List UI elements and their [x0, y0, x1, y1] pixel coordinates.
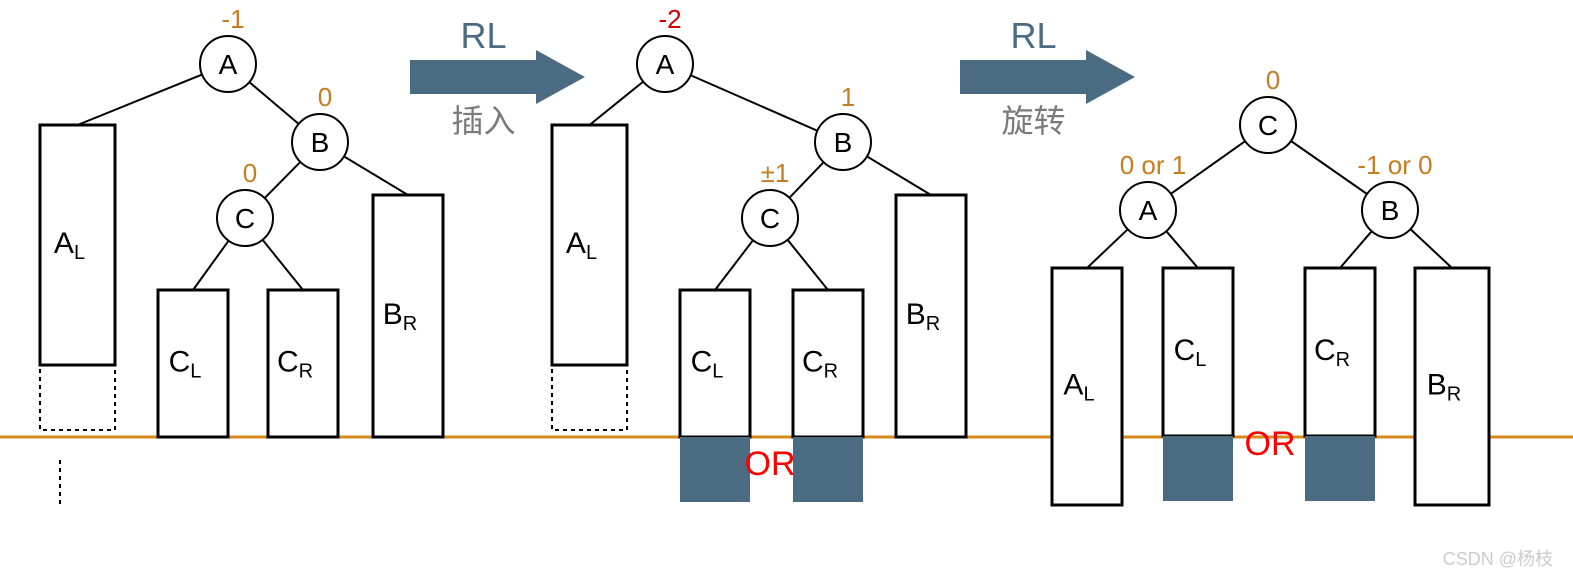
subtree-box: CL: [680, 290, 750, 502]
balance-factor: ±1: [761, 158, 790, 188]
node-label: A: [656, 49, 675, 80]
inserted-block: [793, 437, 863, 502]
subtree-box: BR: [1415, 268, 1489, 505]
balance-factor: 1: [841, 82, 855, 112]
arrow-sublabel: 旋转: [1001, 103, 1065, 139]
node-label: A: [1139, 195, 1158, 226]
subtree-box: CL: [1163, 268, 1233, 501]
node-label: B: [834, 127, 853, 158]
node-label: C: [1258, 110, 1278, 141]
node-label: B: [1381, 195, 1400, 226]
balance-factor: -1 or 0: [1357, 150, 1432, 180]
inserted-block: [1305, 436, 1375, 501]
arrow-sublabel: 插入: [451, 103, 515, 139]
subtree-box: AL: [1052, 268, 1122, 505]
balance-factor: -2: [658, 4, 681, 34]
arrow-label: RL: [1010, 15, 1056, 56]
balance-factor: 0: [1266, 65, 1280, 95]
balance-factor: 0: [318, 82, 332, 112]
node-label: C: [760, 203, 780, 234]
or-label: OR: [1245, 425, 1296, 463]
node-label: C: [235, 203, 255, 234]
subtree-box: BR: [373, 195, 443, 437]
inserted-block: [680, 437, 750, 502]
balance-factor: 0: [243, 158, 257, 188]
subtree-box: CL: [158, 290, 228, 437]
subtree-box: CR: [793, 290, 863, 502]
node-label: A: [219, 49, 238, 80]
subtree-box: BR: [896, 195, 966, 437]
watermark: CSDN @杨枝: [1443, 549, 1553, 569]
diagram-canvas: RL插入RL旋转ALCLCRBRA-1B0C0ALCLCRBRA-2B1C±1O…: [0, 0, 1573, 580]
arrow-label: RL: [460, 15, 506, 56]
balance-factor: 0 or 1: [1120, 150, 1187, 180]
subtree-box: CR: [1305, 268, 1375, 501]
balance-factor: -1: [221, 4, 244, 34]
node-label: B: [311, 127, 330, 158]
subtree-box: CR: [268, 290, 338, 437]
inserted-block: [1163, 436, 1233, 501]
or-label: OR: [745, 445, 796, 483]
